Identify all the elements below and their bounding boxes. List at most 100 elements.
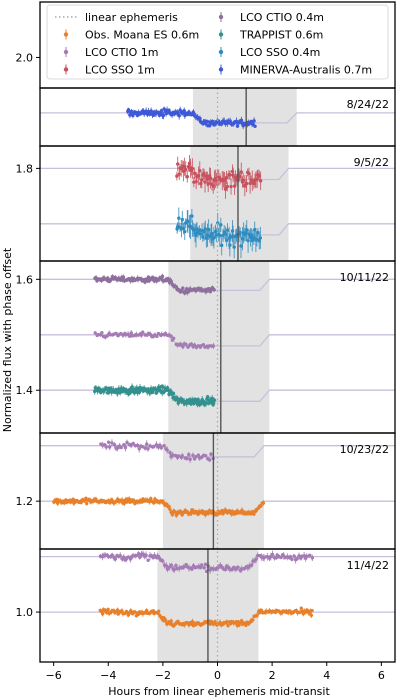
data-point [235, 124, 240, 128]
series-points [93, 330, 216, 350]
data-point [146, 447, 150, 451]
data-point [167, 504, 171, 509]
data-point [104, 445, 108, 449]
data-point [255, 613, 259, 618]
data-point [231, 173, 235, 177]
data-point [177, 216, 181, 220]
data-point [155, 334, 159, 339]
data-point [141, 330, 145, 335]
data-point [288, 555, 293, 559]
panel-date-label: 8/24/22 [347, 98, 389, 111]
data-point [239, 170, 243, 174]
data-point [232, 245, 236, 249]
data-point [203, 453, 208, 458]
data-point [208, 176, 213, 180]
data-point [257, 174, 261, 178]
data-point [187, 452, 191, 457]
data-point [310, 608, 314, 613]
legend-label: TRAPPIST 0.6m [239, 29, 323, 42]
data-point [223, 187, 228, 191]
series-points [99, 439, 215, 463]
data-point [189, 342, 194, 346]
data-point [261, 501, 266, 505]
data-point [239, 118, 244, 123]
panel-date-label: 10/11/22 [340, 271, 389, 284]
legend-entry: LCO CTIO 0.4m [218, 11, 324, 24]
data-point [115, 608, 120, 612]
x-axis: −6 −4 −2 0 2 4 6 [46, 662, 385, 682]
data-point [305, 608, 310, 613]
legend-swatch-marker [63, 67, 69, 72]
series-points [98, 606, 314, 629]
data-point [110, 553, 114, 557]
data-point [155, 390, 159, 395]
data-point [192, 171, 197, 176]
data-point [250, 238, 254, 243]
data-point [106, 440, 111, 444]
data-point [206, 227, 211, 232]
data-point [236, 565, 240, 569]
data-point [136, 612, 140, 617]
data-point [181, 286, 185, 290]
data-point [309, 613, 314, 617]
legend-swatch-marker [218, 32, 224, 37]
data-point [203, 180, 207, 184]
data-point [113, 557, 118, 561]
data-point [165, 448, 169, 452]
data-point [188, 457, 192, 462]
data-point [180, 454, 184, 458]
data-point [238, 174, 242, 179]
data-point [144, 553, 148, 557]
data-point [128, 334, 132, 338]
data-point [145, 442, 149, 446]
series-points [93, 273, 216, 296]
data-point [190, 567, 194, 571]
data-point [172, 567, 176, 572]
legend-label: LCO CTIO 0.4m [240, 11, 324, 24]
x-tick-label: 4 [323, 669, 330, 682]
data-points [52, 106, 315, 629]
data-point [122, 501, 126, 505]
transit-window-shade [190, 146, 289, 261]
legend-swatch-marker [63, 32, 69, 37]
data-point [148, 444, 152, 448]
legend-swatch-marker [63, 49, 69, 55]
data-point [85, 501, 89, 506]
data-point [219, 223, 223, 227]
data-point [308, 553, 312, 558]
data-point [123, 445, 128, 450]
data-point [218, 233, 222, 238]
data-point [292, 554, 296, 558]
data-point [107, 390, 111, 394]
data-point [191, 453, 195, 457]
data-point [252, 119, 256, 123]
data-point [146, 558, 150, 562]
legend-label: MINERVA-Australis 0.7m [240, 64, 372, 77]
data-point [297, 554, 301, 558]
legend-region-frame [39, 1, 396, 89]
data-point [290, 557, 294, 562]
data-point [190, 214, 194, 218]
data-point [154, 443, 159, 447]
data-point [55, 501, 60, 505]
data-point [198, 168, 202, 173]
data-point [239, 244, 243, 248]
data-point [160, 332, 164, 337]
data-point [161, 113, 166, 118]
data-point [250, 179, 254, 183]
data-point [226, 623, 230, 628]
legend-entry: LCO SSO 1m [63, 64, 155, 77]
data-point [184, 168, 188, 172]
data-point [176, 162, 180, 166]
data-point [212, 235, 216, 240]
x-tick-label: −4 [100, 669, 116, 682]
x-tick-label: −6 [46, 669, 62, 682]
data-point [224, 175, 229, 180]
data-point [228, 173, 232, 177]
data-point [174, 563, 178, 568]
data-point [225, 620, 229, 624]
data-point [143, 280, 147, 284]
data-point [244, 181, 249, 186]
series-points [175, 154, 263, 199]
data-point [209, 452, 213, 456]
